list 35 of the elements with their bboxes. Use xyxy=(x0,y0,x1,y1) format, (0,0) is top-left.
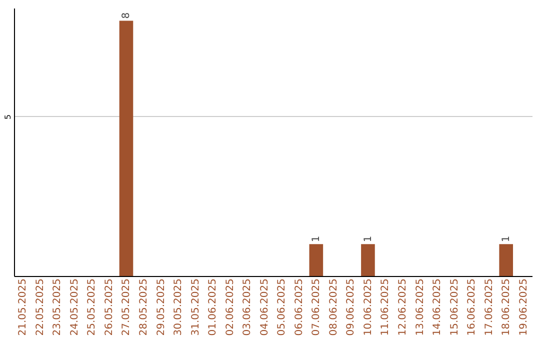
x-tick-label: 07.06.2025 xyxy=(311,278,322,336)
x-tick-label: 02.06.2025 xyxy=(224,278,236,336)
x-tick-label: 29.05.2025 xyxy=(156,278,167,336)
x-tick-label: 31.05.2025 xyxy=(190,278,202,336)
x-tick-label: 09.06.2025 xyxy=(346,278,357,336)
x-tick-label: 06.06.2025 xyxy=(294,278,305,336)
x-tick-label: 30.05.2025 xyxy=(173,278,184,336)
x-tick-label: 08.06.2025 xyxy=(328,278,340,336)
x-tick-label: 17.06.2025 xyxy=(484,278,495,336)
x-tick-label: 22.05.2025 xyxy=(34,278,46,336)
x-tick-label: 21.05.2025 xyxy=(18,278,29,336)
x-tick-label: 11.06.2025 xyxy=(380,278,392,336)
x-tick-label: 03.06.2025 xyxy=(242,278,254,336)
data-label: 8 xyxy=(121,12,132,19)
x-tick-label: 04.06.2025 xyxy=(259,278,270,336)
x-tick-label: 25.05.2025 xyxy=(86,278,98,336)
x-tick-label: 13.06.2025 xyxy=(414,278,426,336)
x-tick-label: 28.05.2025 xyxy=(138,278,150,336)
x-tick-label: 01.06.2025 xyxy=(208,278,219,336)
x-tick-label: 18.06.2025 xyxy=(501,278,512,336)
data-label: 1 xyxy=(362,236,374,242)
data-label: 1 xyxy=(311,236,322,242)
x-tick-label: 05.06.2025 xyxy=(276,278,288,336)
x-tick-label: 26.05.2025 xyxy=(104,278,115,336)
x-tick-label: 19.06.2025 xyxy=(518,278,530,336)
x-tick-label: 27.05.2025 xyxy=(121,278,132,336)
y-tick-label: 5 xyxy=(4,114,12,120)
x-tick-label: 15.06.2025 xyxy=(449,278,460,336)
data-label: 1 xyxy=(501,236,512,242)
x-tick-label: 24.05.2025 xyxy=(69,278,80,336)
x-tick-label: 23.05.2025 xyxy=(52,278,64,336)
x-tick-label: 16.06.2025 xyxy=(466,278,478,336)
x-tick-label: 12.06.2025 xyxy=(398,278,408,336)
x-tick-label: 14.06.2025 xyxy=(432,278,444,336)
x-tick-label: 10.06.2025 xyxy=(362,278,374,336)
